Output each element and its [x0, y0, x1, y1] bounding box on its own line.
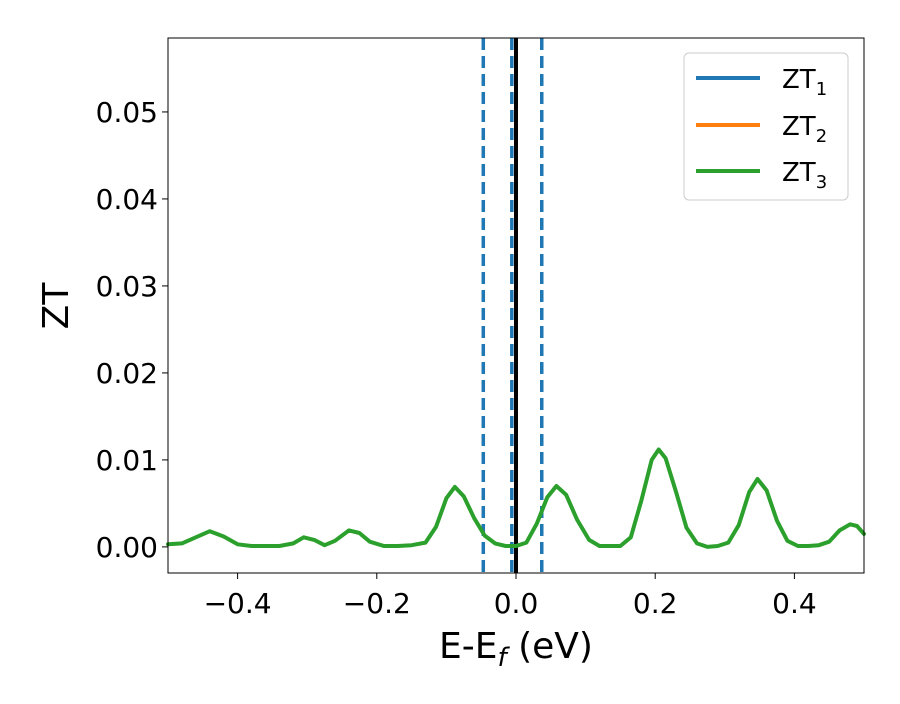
legend-label-zt1: ZT1 [782, 65, 827, 100]
legend-entry-zt3: ZT3 [696, 158, 827, 193]
reference-lines [481, 38, 544, 573]
y-tick-label: 0.05 [96, 96, 158, 129]
x-tick-label: 0.4 [772, 587, 817, 620]
series-lines [166, 447, 866, 549]
y-axis-label: ZT [36, 282, 77, 330]
y-tick-label: 0.00 [96, 531, 158, 564]
y-tick-label: 0.01 [96, 444, 158, 477]
legend-entry-zt2: ZT2 [696, 112, 827, 147]
y-tick-label: 0.04 [96, 183, 158, 216]
x-tick-label: 0.0 [494, 587, 539, 620]
x-axis-label: E-Ef (eV) [439, 626, 593, 673]
legend: ZT1 ZT2 ZT3 [683, 52, 849, 201]
x-tick-label: 0.2 [633, 587, 678, 620]
legend-box [683, 52, 849, 201]
legend-label-zt3: ZT3 [782, 158, 827, 193]
y-tick-label: 0.02 [96, 357, 158, 390]
x-tick-label: −0.4 [204, 587, 272, 620]
legend-entry-zt1: ZT1 [696, 65, 827, 100]
series-line-1 [166, 447, 866, 549]
legend-label-zt2: ZT2 [782, 112, 827, 147]
y-tick-label: 0.03 [96, 270, 158, 303]
y-axis-ticks: 0.00 0.01 0.02 0.03 0.04 0.05 [96, 96, 168, 564]
x-axis-ticks: −0.4 −0.2 0.0 0.2 0.4 [204, 573, 817, 620]
x-tick-label: −0.2 [343, 587, 411, 620]
